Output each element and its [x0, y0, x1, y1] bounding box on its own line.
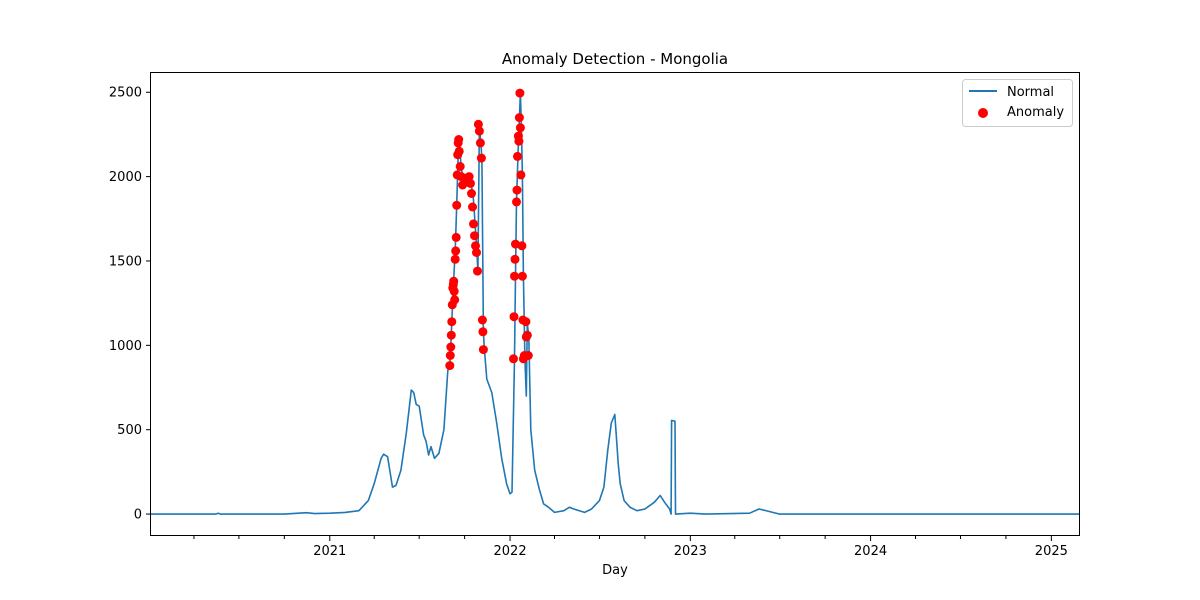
- anomaly-point: [521, 317, 531, 327]
- anomaly-point: [473, 266, 482, 276]
- anomaly-point: [477, 315, 487, 325]
- anomaly-point: [451, 232, 461, 242]
- anomaly-point: [469, 219, 478, 229]
- legend-normal-label: Normal: [1007, 85, 1054, 100]
- anomaly-point: [445, 361, 455, 371]
- anomaly-point: [522, 330, 532, 340]
- anomaly-point: [514, 113, 524, 123]
- y-tick-label: 2500: [109, 86, 142, 101]
- anomaly-point: [455, 162, 465, 171]
- anomaly-point: [514, 136, 524, 146]
- anomaly-point: [467, 189, 476, 198]
- y-tick-label: 500: [117, 423, 142, 438]
- chart-title: Anomaly Detection - Mongolia: [502, 50, 728, 68]
- normal-series-line: [150, 92, 1080, 515]
- plot-frame: [150, 72, 1080, 536]
- anomaly-point: [470, 231, 479, 241]
- anomaly-point: [517, 271, 527, 281]
- x-tick-label: 2022: [494, 544, 527, 559]
- anomaly-point: [450, 254, 460, 264]
- anomaly-point: [450, 295, 460, 305]
- anomaly-point: [454, 135, 464, 144]
- anomaly-point: [468, 202, 477, 212]
- anomaly-point: [476, 153, 486, 163]
- y-tick-label: 1500: [109, 254, 142, 269]
- legend: Normal Anomaly: [962, 79, 1073, 127]
- anomaly-point: [474, 126, 484, 136]
- anomaly-point: [451, 246, 461, 256]
- anomaly-point: [446, 342, 456, 352]
- anomaly-point: [473, 119, 483, 129]
- anomaly-point: [454, 146, 464, 156]
- x-tick-label: 2023: [674, 544, 707, 559]
- anomaly-point: [512, 197, 521, 207]
- anomaly-point: [509, 312, 519, 322]
- anomaly-point: [515, 123, 525, 133]
- x-tick-label: 2024: [854, 544, 887, 559]
- x-tick-label: 2025: [1035, 544, 1068, 559]
- anomaly-point: [449, 276, 459, 286]
- anomaly-point: [478, 345, 488, 355]
- y-tick-label: 2000: [109, 170, 142, 185]
- anomaly-point: [471, 241, 480, 251]
- anomaly-point: [510, 254, 520, 264]
- anomaly-point: [466, 178, 475, 188]
- anomaly-point: [447, 317, 457, 327]
- anomaly-point: [515, 88, 525, 98]
- y-tick-label: 0: [134, 508, 142, 523]
- legend-anomaly-label: Anomaly: [1007, 105, 1064, 120]
- x-tick-label: 2021: [313, 544, 346, 559]
- anomaly-point: [509, 354, 518, 364]
- anomaly-point: [464, 172, 474, 182]
- axis-layer: 0 500 1000 1500 2000 2500 2021 2022 2023 2024 2025: [109, 86, 1068, 559]
- anomaly-point: [478, 327, 488, 337]
- anomaly-point: [472, 248, 481, 257]
- anomaly-point: [523, 351, 533, 360]
- anomaly-point: [510, 271, 519, 281]
- anomaly-point: [513, 151, 522, 161]
- anomaly-point: [445, 351, 455, 360]
- anomaly-point: [452, 200, 462, 210]
- anomaly-point: [449, 286, 459, 296]
- series-layer: [150, 88, 1080, 515]
- anomaly-point: [517, 241, 527, 251]
- anomaly-point: [512, 185, 522, 195]
- anomaly-point: [516, 170, 526, 180]
- anomaly-point: [475, 138, 485, 148]
- anomaly-point: [446, 330, 456, 340]
- legend-anomaly-swatch: [978, 108, 988, 118]
- y-tick-label: 1000: [109, 339, 142, 354]
- x-axis-label: Day: [602, 563, 628, 578]
